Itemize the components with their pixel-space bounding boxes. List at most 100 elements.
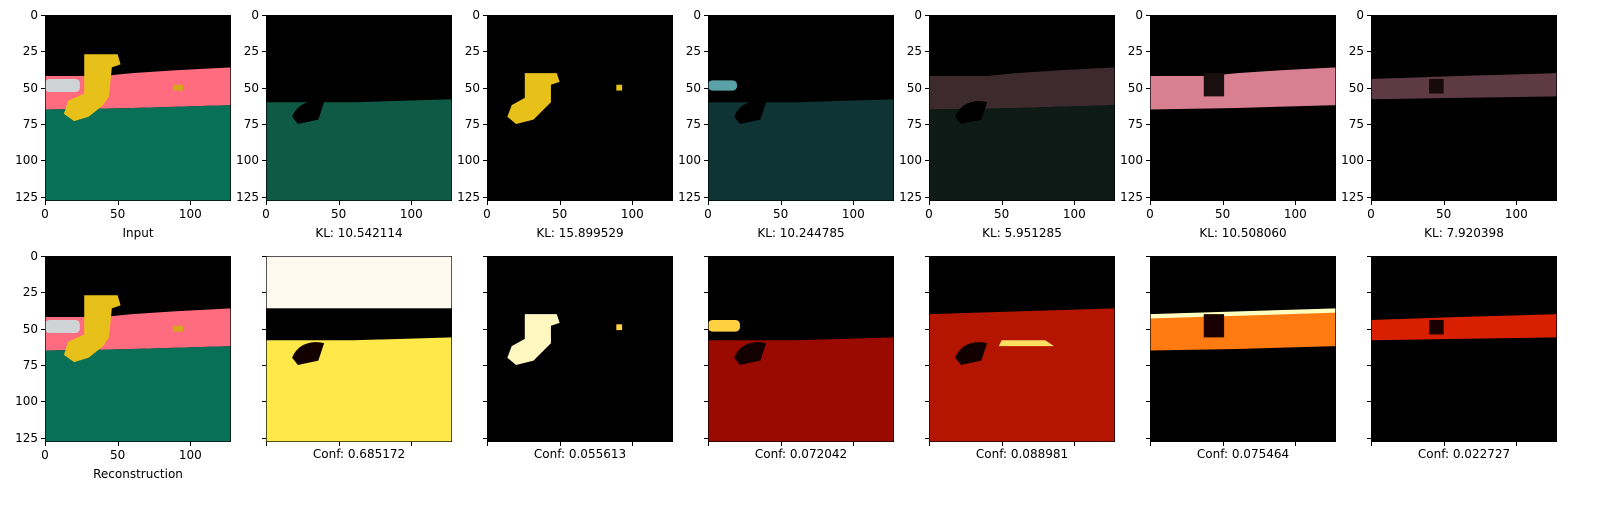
x-tick-label: 100 (178, 207, 202, 221)
y-tick-mark (1367, 364, 1371, 366)
subplot-caption: KL: 7.920398 (1424, 226, 1504, 240)
x-tick-mark (708, 201, 709, 205)
occlusion-shadow (1203, 314, 1225, 338)
car-object (45, 78, 80, 93)
x-tick-mark (1150, 442, 1151, 446)
y-tick-label: 50 (22, 321, 38, 336)
y-tick-mark (41, 51, 45, 53)
y-tick-label: 0 (472, 8, 480, 22)
x-tick-label: 0 (262, 207, 270, 221)
x-tick-label: 0 (704, 207, 712, 221)
y-tick-mark (925, 123, 929, 125)
y-tick-mark (704, 328, 708, 330)
mask-image (266, 15, 452, 201)
y-tick-mark (704, 87, 708, 89)
y-tick-mark (483, 123, 487, 125)
heat-floor (708, 337, 894, 442)
x-tick-label: 50 (773, 207, 789, 221)
x-tick-label: 0 (1146, 207, 1154, 221)
subplot-caption: Reconstruction (93, 467, 183, 481)
x-tick-mark (1295, 201, 1297, 205)
y-tick-label: 125 (899, 189, 922, 204)
x-tick-mark (487, 201, 488, 205)
y-tick-label: 100 (15, 394, 38, 409)
x-tick-mark (1371, 201, 1372, 205)
heat-background (1371, 256, 1557, 442)
y-tick-mark (262, 51, 266, 53)
x-tick-label: 50 (1436, 207, 1452, 221)
small-object (172, 84, 184, 91)
x-tick-label: 100 (620, 207, 644, 221)
duck-object (63, 295, 121, 363)
x-tick-label: 100 (1504, 207, 1528, 221)
occlusion-shadow (734, 101, 767, 124)
y-tick-label: 25 (1348, 44, 1364, 59)
x-tick-mark (1074, 442, 1076, 446)
heat-ridge (998, 340, 1054, 347)
occlusion-shadow (292, 101, 325, 124)
y-tick-mark (925, 364, 929, 366)
y-tick-mark (1367, 160, 1371, 162)
x-tick-mark (117, 442, 119, 446)
small-object-mask (616, 84, 623, 91)
occlusion-shadow (1429, 78, 1444, 94)
y-tick-mark (483, 292, 487, 294)
y-tick-mark (262, 328, 266, 330)
heat-wall (1371, 314, 1557, 341)
mask-image (487, 15, 673, 201)
wall-mask (1371, 73, 1557, 100)
duck-mask (507, 73, 560, 124)
x-tick-mark (929, 201, 930, 205)
y-tick-mark (41, 256, 45, 257)
x-tick-label: 100 (841, 207, 865, 221)
subplot-r2-c6 (1150, 256, 1336, 442)
subplot-image (266, 15, 452, 201)
y-tick-mark (1146, 328, 1150, 330)
x-tick-mark (1516, 442, 1518, 446)
subplot-caption: KL: 5.951285 (982, 226, 1062, 240)
y-tick-label: 100 (236, 153, 259, 168)
x-tick-label: 100 (178, 448, 202, 462)
y-tick-mark (262, 123, 266, 125)
x-tick-mark (190, 201, 192, 205)
confidence-heatmap (1371, 256, 1557, 442)
x-tick-mark (1516, 201, 1518, 205)
occlusion-shadow (1429, 319, 1444, 335)
subplot-r1-c7 (1371, 15, 1557, 201)
y-tick-mark (925, 437, 929, 439)
x-tick-label: 50 (110, 207, 126, 221)
x-tick-mark (338, 201, 340, 205)
confidence-heatmap (1150, 256, 1336, 442)
y-tick-label: 25 (243, 44, 259, 59)
car-mask (708, 80, 738, 91)
floor-region (45, 105, 231, 201)
y-tick-mark (483, 364, 487, 366)
subplot-r1-c1 (45, 15, 231, 201)
y-tick-mark (262, 437, 266, 439)
y-tick-mark (925, 196, 929, 198)
occlusion-shadow (292, 342, 325, 365)
x-tick-mark (780, 442, 782, 446)
y-tick-label: 125 (1341, 189, 1364, 204)
y-tick-mark (1367, 437, 1371, 439)
y-tick-label: 25 (685, 44, 701, 59)
subplot-caption: Conf: 0.072042 (754, 447, 848, 461)
x-tick-mark (1074, 201, 1076, 205)
y-tick-label: 0 (1135, 8, 1143, 22)
x-tick-mark (853, 442, 855, 446)
heat-field (929, 308, 1115, 442)
x-tick-label: 0 (41, 207, 49, 221)
y-tick-label: 75 (685, 116, 701, 131)
x-tick-label: 100 (1062, 207, 1086, 221)
y-tick-label: 0 (1356, 8, 1364, 22)
y-tick-mark (41, 160, 45, 162)
y-tick-mark (41, 87, 45, 89)
y-tick-label: 25 (22, 44, 38, 59)
y-tick-mark (1146, 160, 1150, 162)
confidence-heatmap (487, 256, 673, 442)
x-tick-mark (559, 442, 561, 446)
y-tick-mark (925, 87, 929, 89)
subplot-caption: Conf: 0.088981 (975, 447, 1069, 461)
y-tick-mark (925, 15, 929, 16)
x-tick-mark (266, 201, 267, 205)
